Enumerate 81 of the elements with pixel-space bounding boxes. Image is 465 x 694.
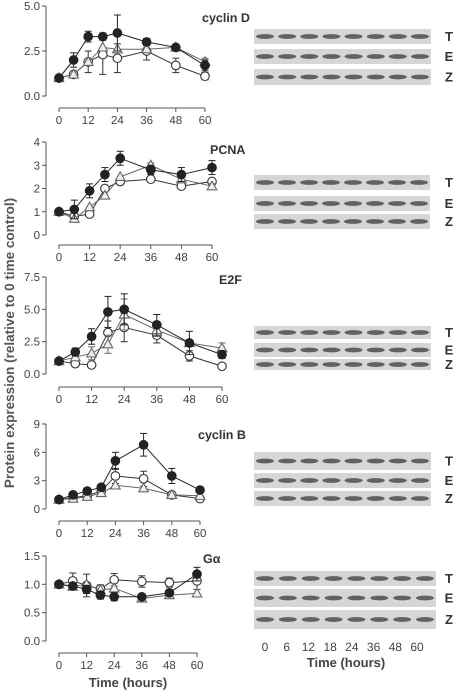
x-tick-label: 0 (56, 660, 62, 672)
text: Z (445, 214, 454, 230)
x-tick-label: 0 (56, 394, 62, 406)
x-tick-label: 12 (85, 394, 98, 406)
x-tick-label: 0 (56, 115, 62, 127)
y-tick-label: 0.0 (24, 636, 40, 648)
text: 12 (302, 640, 316, 654)
x-axis-title: Time (hours) (88, 675, 168, 690)
x-tick-label: 0 (56, 528, 62, 540)
text: 24 (345, 640, 359, 654)
y-axis-title: Protein expression (relative to 0 time control) (2, 198, 17, 488)
text: Z (445, 491, 454, 506)
y-tick-label: 2 (34, 184, 40, 196)
x-tick-label: 24 (111, 115, 124, 127)
text: Z (445, 70, 454, 85)
text: T (445, 454, 454, 469)
y-tick-label: 0.5 (24, 608, 40, 620)
chart-title: PCNA (210, 143, 246, 157)
x-tick-label: 48 (183, 394, 196, 406)
text: E (444, 196, 454, 212)
x-tick-label: 36 (144, 252, 158, 264)
chart-title: cyclin D (202, 11, 250, 25)
x-tick-label: 24 (114, 252, 128, 264)
text: T (445, 571, 454, 586)
text: E (444, 473, 454, 488)
x-tick-label: 12 (80, 528, 94, 540)
x-tick-label: 24 (108, 660, 122, 672)
x-tick-label: 36 (137, 528, 150, 540)
chart-title: cyclin B (198, 428, 246, 442)
text: 36 (366, 640, 381, 654)
y-tick-label: 2.5 (24, 46, 40, 58)
x-tick-label: 0 (56, 252, 62, 264)
y-tick-label: 0.0 (24, 369, 40, 382)
text: Z (445, 612, 454, 628)
text: Z (445, 357, 454, 372)
x-tick-label: 24 (118, 394, 132, 406)
text: T (445, 325, 454, 340)
text: E (444, 590, 454, 606)
text: T (445, 175, 454, 190)
y-tick-label: 5.0 (24, 304, 40, 316)
x-tick-label: 60 (216, 394, 228, 406)
x-tick-label: 12 (83, 252, 96, 264)
y-tick-label: 1.5 (24, 551, 40, 564)
y-tick-label: 6 (34, 447, 40, 460)
text: T (445, 29, 454, 44)
y-tick-label: 1 (34, 206, 40, 219)
y-tick-label: 1.0 (24, 579, 40, 592)
x-tick-label: 60 (198, 115, 212, 127)
y-tick-label: 0 (34, 504, 40, 516)
text: 60 (410, 640, 424, 654)
text: 48 (388, 640, 402, 654)
text: 6 (283, 640, 290, 654)
x-tick-label: 60 (190, 660, 204, 672)
x-tick-label: 48 (163, 660, 176, 672)
text: Time (hours) (306, 655, 386, 670)
x-tick-label: 60 (206, 252, 218, 264)
x-tick-label: 24 (109, 528, 122, 540)
y-tick-label: 3 (34, 160, 40, 172)
y-tick-label: 3 (34, 476, 40, 488)
x-tick-label: 36 (135, 660, 148, 672)
x-tick-label: 48 (165, 528, 178, 540)
y-tick-label: 4 (34, 137, 41, 150)
x-tick-label: 60 (194, 528, 206, 540)
y-tick-label: 7.5 (24, 272, 40, 284)
x-tick-label: 12 (82, 115, 95, 127)
chart-title: Gα (203, 552, 221, 566)
text: 18 (323, 640, 338, 654)
x-tick-label: 36 (150, 394, 164, 406)
x-tick-label: 48 (175, 252, 188, 264)
x-tick-label: 36 (140, 115, 153, 127)
text: E (444, 342, 454, 358)
y-tick-label: 2.5 (24, 336, 40, 349)
y-tick-label: 5.0 (24, 1, 40, 14)
text: 0 (262, 640, 269, 654)
y-tick-label: 9 (34, 419, 40, 432)
x-tick-label: 12 (80, 660, 93, 672)
y-tick-label: 0.0 (24, 91, 40, 104)
x-tick-label: 48 (169, 115, 182, 127)
text: E (444, 49, 454, 64)
y-tick-label: 0 (34, 230, 40, 242)
chart-title: E2F (219, 273, 242, 287)
